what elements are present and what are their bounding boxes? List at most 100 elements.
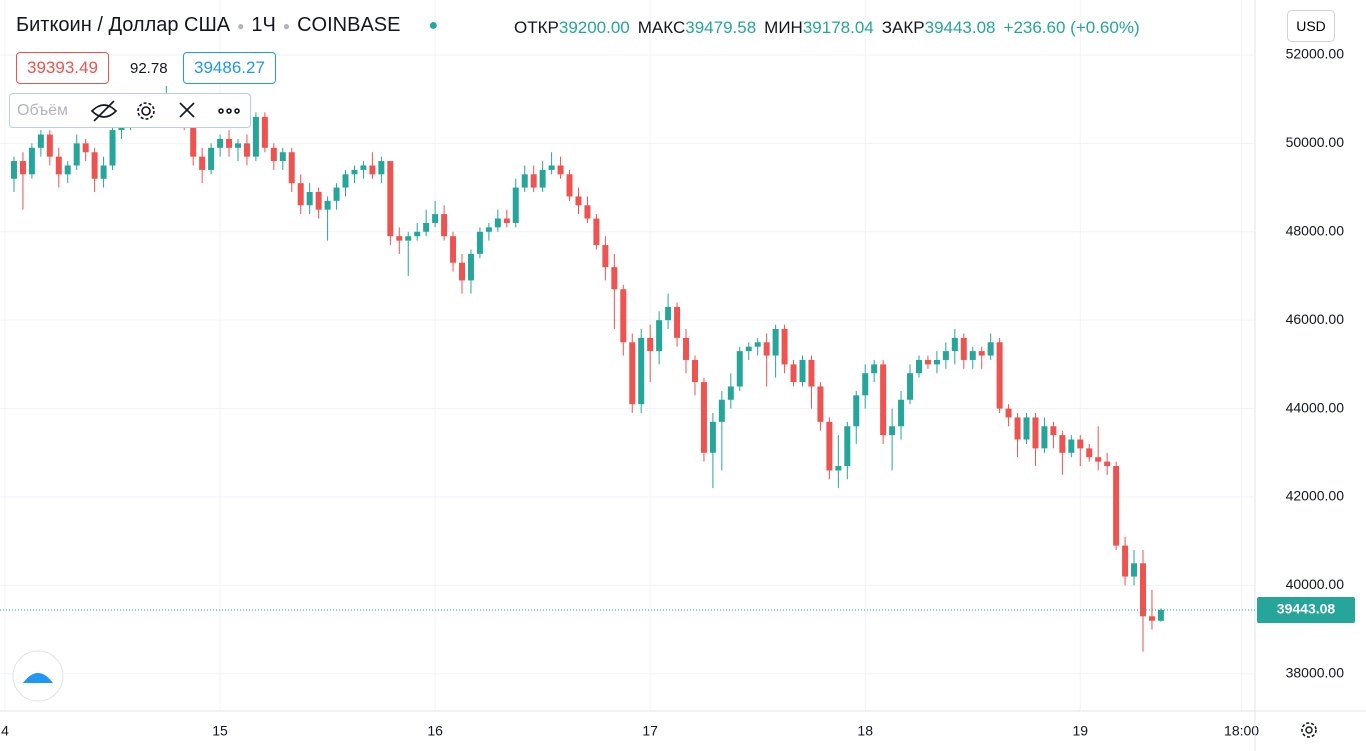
- settings-icon[interactable]: [141, 106, 151, 116]
- value: 39178.04: [802, 18, 874, 37]
- candle-body: [351, 169, 358, 175]
- hide-icon[interactable]: [90, 100, 118, 122]
- value: 39479.58: [685, 18, 757, 37]
- candle-body: [91, 152, 98, 179]
- candle-body: [898, 399, 905, 427]
- candle-body: [530, 174, 537, 188]
- volume-label: Объём: [17, 102, 68, 119]
- symbol-header: Биткоин / Доллар США ● 1Ч ● COINBASE ●: [16, 14, 439, 36]
- y-tick-label: 38000.00: [1286, 664, 1345, 680]
- candle-body: [1104, 461, 1111, 467]
- symbol[interactable]: Биткоин / Доллар США: [16, 14, 231, 36]
- candle-body: [987, 342, 994, 356]
- candle-body: [423, 222, 430, 232]
- gear: [1301, 722, 1317, 738]
- settings-button[interactable]: [1301, 722, 1317, 738]
- candle-body: [360, 165, 367, 170]
- candle-body: [1113, 466, 1120, 546]
- candle-body: [853, 395, 860, 427]
- y-tick-label: 52000.00: [1286, 46, 1345, 62]
- candle-body: [996, 342, 1003, 409]
- candle-body: [969, 351, 976, 360]
- candle-body: [727, 386, 734, 400]
- candle-body: [1139, 563, 1146, 617]
- candle-body: [190, 116, 197, 157]
- candle-body: [521, 174, 528, 188]
- candle-body: [951, 337, 958, 352]
- volume-widget: Объём: [9, 93, 251, 128]
- candle-body: [28, 147, 35, 175]
- candle-body: [405, 236, 412, 241]
- candle-body: [602, 245, 609, 268]
- candle-body: [1050, 426, 1057, 436]
- sell-button[interactable]: 39393.49: [16, 52, 109, 84]
- interval[interactable]: 1Ч: [251, 14, 276, 36]
- exchange: COINBASE: [297, 14, 401, 36]
- candle-body: [414, 231, 421, 237]
- candle-body: [82, 143, 89, 153]
- candle-body: [37, 134, 44, 148]
- candle-body: [665, 306, 672, 321]
- candle-body: [55, 156, 62, 175]
- candle-body: [736, 351, 743, 387]
- candle-body: [638, 337, 645, 405]
- value: 39200.00: [558, 18, 630, 37]
- candle-body: [629, 342, 636, 405]
- candle-body: [19, 161, 26, 175]
- candle-body: [674, 306, 681, 338]
- candle-body: [924, 359, 931, 365]
- candle-body: [933, 359, 940, 365]
- candle-body: [566, 174, 573, 197]
- candle-body: [1005, 408, 1012, 418]
- label: ЗАКР: [881, 18, 925, 37]
- candle-body: [691, 359, 698, 383]
- widget-icons: [90, 100, 240, 122]
- y-tick-label: 46000.00: [1286, 311, 1345, 327]
- label: ОТКР: [514, 18, 559, 37]
- candle-body: [46, 134, 53, 157]
- candle-body: [808, 359, 815, 387]
- close-icon[interactable]: [179, 102, 195, 118]
- candle-body: [539, 169, 546, 188]
- candle-body: [109, 130, 116, 166]
- candle-body: [467, 253, 474, 281]
- candle-body: [503, 218, 510, 223]
- ohlc-legend: ОТКР39200.00 МАКС39479.58 МИН39178.04 ЗАКР3…: [514, 18, 1148, 38]
- x-tick-label: 17: [642, 723, 658, 739]
- candle-body: [1157, 609, 1164, 621]
- last-price-box: [1257, 596, 1355, 623]
- y-tick-label: 42000.00: [1286, 488, 1345, 504]
- candle-body: [485, 227, 492, 232]
- candle-body: [279, 152, 286, 162]
- candle-body: [548, 165, 555, 170]
- logo-button[interactable]: [12, 650, 64, 702]
- candle-body: [252, 116, 259, 157]
- buy-button[interactable]: 39486.27: [183, 52, 276, 84]
- candle-body: [557, 165, 564, 175]
- currency-button[interactable]: USD: [1287, 10, 1335, 42]
- candle-body: [1032, 417, 1039, 449]
- candle-body: [199, 156, 206, 170]
- candle-body: [1095, 457, 1102, 462]
- candle-body: [476, 231, 483, 254]
- candle-body: [378, 161, 385, 175]
- candle-body: [387, 161, 394, 237]
- value: 39443.08: [924, 18, 996, 37]
- label: МИН: [764, 18, 803, 37]
- candle-body: [978, 351, 985, 356]
- x-tick-label: 4: [1, 723, 9, 739]
- candle-body: [611, 267, 618, 290]
- candle-body: [799, 359, 806, 383]
- candle-body: [754, 342, 761, 347]
- gear-core: [1305, 726, 1313, 734]
- candle-body: [1059, 435, 1066, 453]
- candle-body: [880, 364, 887, 436]
- candle-body: [1023, 417, 1030, 440]
- logo-icon: [23, 673, 53, 683]
- candle-body: [315, 192, 322, 210]
- candle-body: [369, 165, 376, 175]
- candle-body: [781, 329, 788, 365]
- candle-body: [1041, 426, 1048, 449]
- candle-body: [835, 466, 842, 471]
- change: +236.60 (+0.60%): [1003, 18, 1140, 37]
